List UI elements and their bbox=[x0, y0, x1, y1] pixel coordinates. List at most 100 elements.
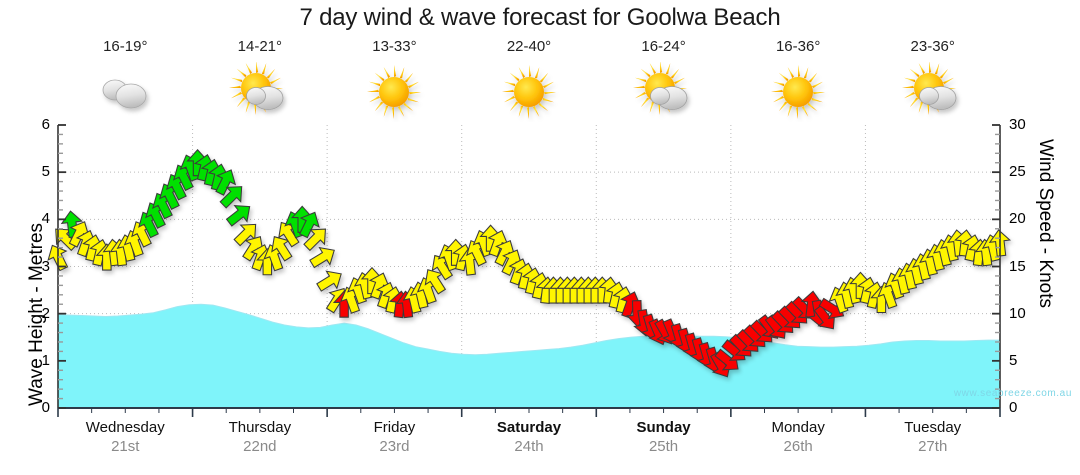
wind-arrow bbox=[340, 286, 362, 314]
wind-arrow bbox=[375, 281, 397, 310]
wind-arrow bbox=[68, 221, 90, 248]
wind-arrow bbox=[988, 229, 1012, 257]
wind-arrow bbox=[703, 346, 726, 375]
right-tick-0: 0 bbox=[1009, 399, 1018, 416]
wind-arrow bbox=[416, 277, 438, 305]
wind-arrow bbox=[353, 271, 376, 300]
wind-arrow bbox=[75, 229, 97, 258]
day-label-row: Wednesday 21st Thursday 22nd Friday 23rd Satur… bbox=[0, 418, 1080, 468]
wind-arrow bbox=[800, 290, 823, 319]
wind-arrow bbox=[242, 236, 264, 262]
wind-arrow bbox=[152, 192, 173, 220]
wind-arrow bbox=[640, 313, 663, 342]
left-tick-5: 5 bbox=[41, 163, 50, 181]
wind-arrow bbox=[179, 154, 201, 182]
wind-arrow bbox=[409, 281, 432, 310]
wind-arrow bbox=[225, 205, 251, 227]
wind-arrow bbox=[256, 248, 279, 276]
wind-arrow bbox=[219, 186, 243, 209]
wind-arrow bbox=[791, 295, 815, 319]
wind-arrow bbox=[728, 333, 752, 357]
temperature-range-day-6: 16-36° bbox=[775, 38, 821, 55]
wind-arrow bbox=[818, 297, 845, 320]
temperature-range-day-3: 13-33° bbox=[372, 38, 417, 55]
sun-glyph bbox=[367, 65, 422, 119]
wind-arrow bbox=[82, 234, 105, 262]
wind-arrow bbox=[735, 328, 759, 352]
wind-arrow bbox=[172, 164, 194, 192]
wind-arrow bbox=[668, 322, 691, 351]
right-tick-5: 5 bbox=[1009, 351, 1018, 369]
day-name: Saturday bbox=[496, 419, 562, 436]
cloud-glyph bbox=[102, 79, 147, 109]
wind-arrow bbox=[528, 271, 551, 300]
partly-cloudy-icon bbox=[898, 62, 968, 122]
wind-arrow bbox=[60, 210, 83, 239]
wind-arrow bbox=[905, 257, 927, 286]
right-tick-30: 30 bbox=[1009, 116, 1026, 133]
cloudy-icon bbox=[90, 62, 160, 122]
wind-arrow bbox=[612, 286, 635, 314]
wind-arrow bbox=[145, 202, 166, 229]
wind-arrow bbox=[332, 290, 356, 318]
wind-arrow bbox=[662, 318, 683, 346]
wind-arrow bbox=[807, 299, 830, 328]
wind-arrow bbox=[625, 300, 649, 328]
wind-arrow bbox=[925, 243, 948, 272]
left-tick-4: 4 bbox=[41, 210, 50, 228]
day-date: 27th bbox=[918, 438, 948, 455]
wind-arrow bbox=[898, 262, 920, 291]
wind-arrow bbox=[360, 266, 384, 295]
left-tick-1: 1 bbox=[41, 351, 50, 369]
wind-arrow bbox=[961, 234, 984, 262]
right-tick-20: 20 bbox=[1009, 210, 1026, 228]
wind-arrow bbox=[271, 236, 293, 262]
day-date: 21st bbox=[111, 438, 140, 455]
wind-arrow bbox=[368, 272, 390, 300]
sun-glyph bbox=[502, 65, 556, 119]
wind-arrow bbox=[472, 229, 494, 258]
wind-arrow bbox=[675, 327, 698, 356]
wind-arrow bbox=[784, 300, 808, 324]
wind-arrow bbox=[278, 221, 300, 248]
sunny-icon bbox=[359, 62, 429, 122]
wind-arrow bbox=[466, 239, 487, 267]
wave-height-area bbox=[58, 304, 1000, 408]
wind-arrow bbox=[215, 169, 237, 196]
wind-arrow bbox=[757, 314, 780, 339]
wind-arrow bbox=[605, 281, 628, 310]
wind-arrow bbox=[444, 238, 467, 266]
weather-icon-row bbox=[0, 62, 1080, 122]
wind-arrow bbox=[89, 238, 112, 267]
wind-arrow bbox=[402, 286, 425, 314]
wind-arrow bbox=[721, 339, 746, 361]
wind-arrow bbox=[207, 163, 230, 192]
wind-arrow bbox=[452, 243, 474, 272]
wind-arrow bbox=[777, 305, 801, 329]
wind-arrow bbox=[431, 254, 454, 281]
wind-arrow bbox=[981, 234, 1004, 262]
cloud-glyph bbox=[918, 86, 957, 110]
left-tick-6: 6 bbox=[41, 116, 50, 133]
wind-arrow bbox=[563, 276, 586, 304]
sunny-icon bbox=[494, 62, 564, 122]
wind-arrow bbox=[939, 234, 962, 262]
day-label-monday: Monday 26th bbox=[728, 418, 868, 456]
wind-arrow bbox=[123, 229, 145, 258]
wind-arrow bbox=[946, 229, 970, 257]
day-label-friday: Friday 23rd bbox=[324, 418, 464, 456]
cloud-glyph bbox=[245, 86, 284, 110]
day-name: Tuesday bbox=[904, 419, 962, 436]
wind-arrow bbox=[233, 223, 257, 247]
day-date: 22nd bbox=[243, 438, 277, 455]
wind-arrow bbox=[884, 272, 906, 300]
partly-cloudy-icon bbox=[225, 62, 295, 122]
wind-arrow bbox=[458, 248, 481, 276]
wind-arrow bbox=[919, 248, 941, 277]
day-name: Monday bbox=[771, 419, 825, 436]
wind-arrow bbox=[912, 253, 934, 281]
wind-arrow bbox=[303, 228, 327, 252]
wind-arrow bbox=[437, 244, 459, 272]
wind-arrow bbox=[291, 205, 314, 233]
wind-arrow bbox=[584, 276, 607, 304]
